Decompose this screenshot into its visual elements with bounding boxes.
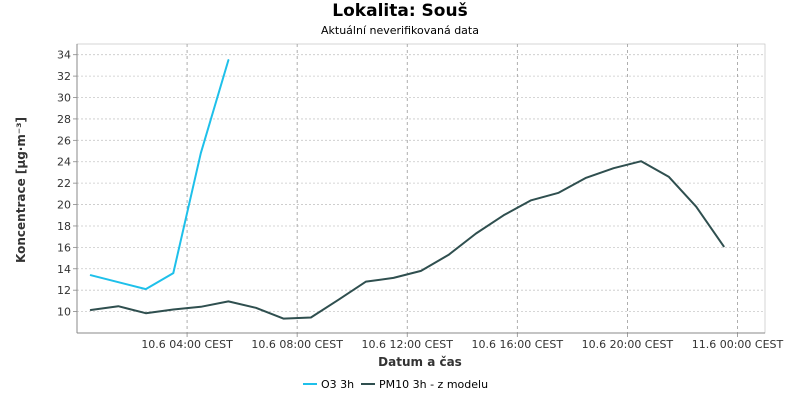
chart-title: Lokalita: Souš (332, 1, 468, 21)
x-tick-label: 10.6 20:00 CEST (582, 338, 674, 351)
legend-label-o3-3h: O3 3h (321, 378, 354, 391)
y-tick-label: 32 (57, 70, 71, 83)
y-tick-label: 18 (57, 220, 71, 233)
y-tick-label: 14 (57, 263, 71, 276)
legend-label-pm10-3h-z-modelu: PM10 3h - z modelu (379, 378, 488, 391)
plot-area (76, 43, 766, 334)
y-tick-label: 26 (57, 134, 71, 147)
y-tick-label: 10 (57, 306, 71, 319)
x-tick-label: 11.6 00:00 CEST (692, 338, 784, 351)
y-tick-label: 28 (57, 113, 71, 126)
x-tick-label: 10.6 08:00 CEST (251, 338, 343, 351)
y-tick-label: 16 (57, 241, 71, 254)
axes: 10 12 14 16 18 20 22 24 26 28 30 32 34 10.6 04:00 CES… (57, 44, 784, 351)
y-axis-title: Koncentrace [µg·m⁻³] (14, 117, 28, 263)
series-line-pm10-3h-z-modelu (89, 160, 725, 320)
y-tick-label: 24 (57, 156, 71, 169)
plot-frame (76, 43, 766, 334)
x-tick-label: 10.6 04:00 CEST (141, 338, 233, 351)
series-lines (89, 59, 725, 320)
x-tick-label: 10.6 16:00 CEST (472, 338, 564, 351)
chart-subtitle: Aktuální neverifikovaná data (321, 24, 479, 37)
y-tick-label: 30 (57, 92, 71, 105)
y-tick-label: 20 (57, 199, 71, 212)
legend: O3 3h PM10 3h - z modelu (303, 378, 488, 391)
x-axis-title: Datum a čas (378, 355, 462, 369)
x-tick-label: 10.6 12:00 CEST (361, 338, 453, 351)
y-tick-label: 22 (57, 177, 71, 190)
grid (77, 44, 765, 333)
series-line-o3-3h (89, 59, 230, 291)
y-tick-label: 12 (57, 284, 71, 297)
y-tick-label: 34 (57, 49, 71, 62)
